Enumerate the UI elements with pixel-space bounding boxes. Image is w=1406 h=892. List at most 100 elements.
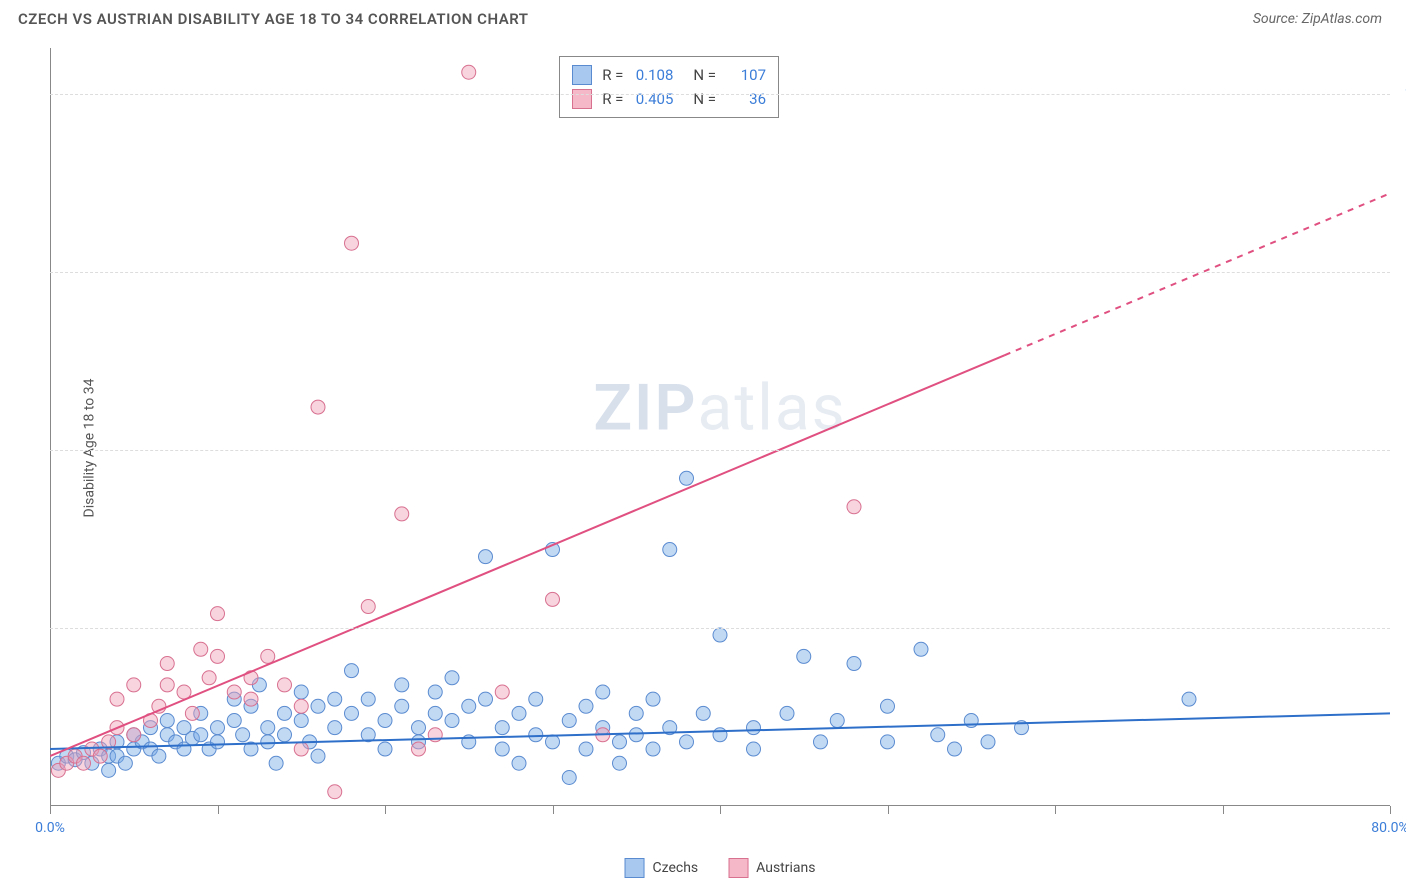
x-tick <box>50 806 51 814</box>
legend-swatch <box>728 858 748 878</box>
data-point <box>160 678 174 692</box>
x-tick <box>720 806 721 814</box>
data-point <box>830 714 844 728</box>
n-value: 107 <box>726 66 766 84</box>
chart-title: CZECH VS AUSTRIAN DISABILITY AGE 18 TO 3… <box>18 10 529 28</box>
data-point <box>931 728 945 742</box>
legend-swatch <box>625 858 645 878</box>
data-point <box>680 471 694 485</box>
data-point <box>881 735 895 749</box>
data-point <box>269 756 283 770</box>
trend-line <box>50 355 1005 756</box>
data-point <box>696 706 710 720</box>
data-point <box>596 685 610 699</box>
data-point <box>118 756 132 770</box>
data-point <box>579 699 593 713</box>
data-point <box>512 756 526 770</box>
data-point <box>244 692 258 706</box>
data-point <box>847 657 861 671</box>
data-point <box>236 728 250 742</box>
data-point <box>445 714 459 728</box>
data-point <box>546 592 560 606</box>
data-point <box>261 735 275 749</box>
grid-line <box>50 94 1390 95</box>
data-point <box>160 657 174 671</box>
source-attribution: Source: ZipAtlas.com <box>1253 11 1382 27</box>
data-point <box>378 714 392 728</box>
data-point <box>345 706 359 720</box>
x-tick <box>1390 806 1391 814</box>
data-point <box>747 721 761 735</box>
data-point <box>479 550 493 564</box>
stats-legend-box: R =0.108N =107R =0.405N =36 <box>559 56 779 118</box>
grid-line <box>50 628 1390 629</box>
data-point <box>713 628 727 642</box>
data-point <box>328 785 342 799</box>
data-point <box>948 742 962 756</box>
data-point <box>294 742 308 756</box>
trend-line-dashed <box>1005 193 1390 355</box>
data-point <box>495 721 509 735</box>
data-point <box>345 664 359 678</box>
x-tick <box>218 806 219 814</box>
data-point <box>294 685 308 699</box>
data-point <box>378 742 392 756</box>
data-point <box>562 771 576 785</box>
data-point <box>361 600 375 614</box>
data-point <box>562 714 576 728</box>
data-point <box>311 749 325 763</box>
data-point <box>395 678 409 692</box>
data-point <box>278 706 292 720</box>
data-point <box>847 500 861 514</box>
data-point <box>294 714 308 728</box>
r-value: 0.108 <box>633 66 673 84</box>
data-point <box>713 728 727 742</box>
data-point <box>127 678 141 692</box>
data-point <box>202 671 216 685</box>
data-point <box>211 649 225 663</box>
data-point <box>546 735 560 749</box>
data-point <box>294 699 308 713</box>
data-point <box>194 642 208 656</box>
data-point <box>93 749 107 763</box>
data-point <box>428 685 442 699</box>
stats-legend-row: R =0.405N =36 <box>572 87 766 111</box>
data-point <box>680 735 694 749</box>
data-point <box>445 671 459 685</box>
data-point <box>152 749 166 763</box>
data-point <box>797 649 811 663</box>
legend-swatch <box>572 65 592 85</box>
data-point <box>529 692 543 706</box>
data-point <box>428 706 442 720</box>
data-point <box>981 735 995 749</box>
data-point <box>227 714 241 728</box>
legend-swatch <box>572 89 592 109</box>
data-point <box>579 742 593 756</box>
x-tick <box>1223 806 1224 814</box>
trend-line <box>50 713 1390 749</box>
data-point <box>747 742 761 756</box>
x-tick <box>385 806 386 814</box>
grid-line <box>50 272 1390 273</box>
data-point <box>495 685 509 699</box>
data-point <box>881 699 895 713</box>
data-point <box>211 735 225 749</box>
data-point <box>629 706 643 720</box>
scatter-plot-svg <box>50 48 1390 848</box>
data-point <box>395 699 409 713</box>
data-point <box>1182 692 1196 706</box>
x-tick <box>1055 806 1056 814</box>
data-point <box>77 756 91 770</box>
legend-label: Austrians <box>756 860 815 876</box>
data-point <box>278 728 292 742</box>
data-point <box>102 763 116 777</box>
data-point <box>395 507 409 521</box>
data-point <box>194 728 208 742</box>
data-point <box>345 236 359 250</box>
data-point <box>412 742 426 756</box>
data-point <box>780 706 794 720</box>
data-point <box>160 714 174 728</box>
data-point <box>278 678 292 692</box>
data-point <box>646 742 660 756</box>
data-point <box>512 706 526 720</box>
